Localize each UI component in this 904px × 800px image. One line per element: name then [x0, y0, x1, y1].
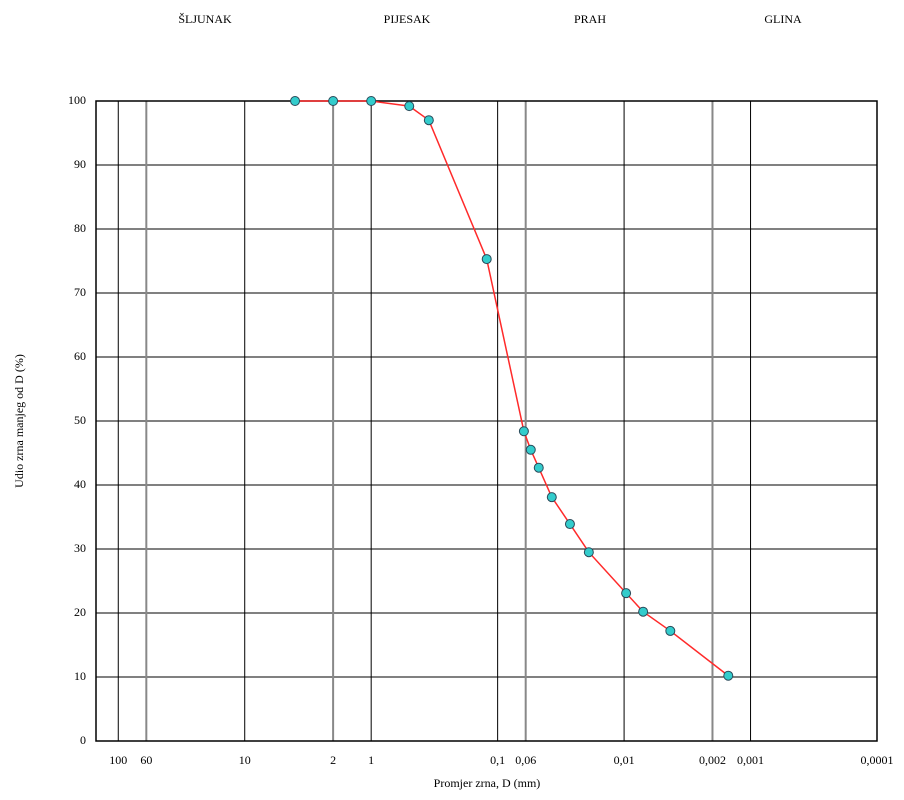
y-tick-label: 10: [74, 669, 86, 683]
data-point: [423, 115, 434, 126]
zone-label: PIJESAK: [384, 12, 431, 26]
y-tick-label: 40: [74, 477, 86, 491]
data-point: [621, 588, 632, 599]
y-tick-label: 30: [74, 541, 86, 555]
x-tick-label: 100: [109, 753, 127, 767]
zone-label: GLINA: [764, 12, 802, 26]
data-point: [481, 254, 492, 265]
data-point: [533, 462, 544, 473]
data-line: [295, 100, 729, 677]
x-tick-label: 2: [330, 753, 336, 767]
y-tick-label: 50: [74, 413, 86, 427]
y-tick-label: 20: [74, 605, 86, 619]
x-tick-label: 0,0001: [861, 753, 894, 767]
x-tick-label: 0,002: [699, 753, 726, 767]
y-tick-label: 0: [80, 733, 86, 747]
data-point: [638, 606, 649, 617]
data-point: [723, 670, 734, 681]
x-tick-label: 0,01: [614, 753, 635, 767]
data-point: [366, 96, 377, 106]
y-tick-label: 60: [74, 349, 86, 363]
data-point: [564, 519, 575, 530]
data-point: [404, 101, 415, 112]
data-point: [665, 625, 676, 636]
x-tick-label: 1: [368, 753, 374, 767]
y-tick-label: 100: [68, 93, 86, 107]
data-point: [518, 426, 529, 437]
x-tick-label: 0,001: [737, 753, 764, 767]
zone-label: ŠLJUNAK: [178, 12, 232, 26]
data-point: [328, 96, 339, 106]
plot-frame: [95, 100, 878, 742]
y-tick-label: 70: [74, 285, 86, 299]
x-tick-label: 0,06: [515, 753, 536, 767]
y-tick-label: 90: [74, 157, 86, 171]
data-point: [525, 444, 536, 455]
data-point: [290, 96, 301, 106]
x-tick-label: 60: [140, 753, 152, 767]
x-tick-label: 0,1: [490, 753, 505, 767]
y-axis-label: Udio zrna manjeg od D (%): [12, 354, 26, 488]
data-point: [546, 492, 557, 503]
y-tick-label: 80: [74, 221, 86, 235]
data-point: [583, 547, 594, 558]
x-axis-label: Promjer zrna, D (mm): [434, 776, 541, 790]
x-tick-label: 10: [239, 753, 251, 767]
zone-label: PRAH: [574, 12, 606, 26]
